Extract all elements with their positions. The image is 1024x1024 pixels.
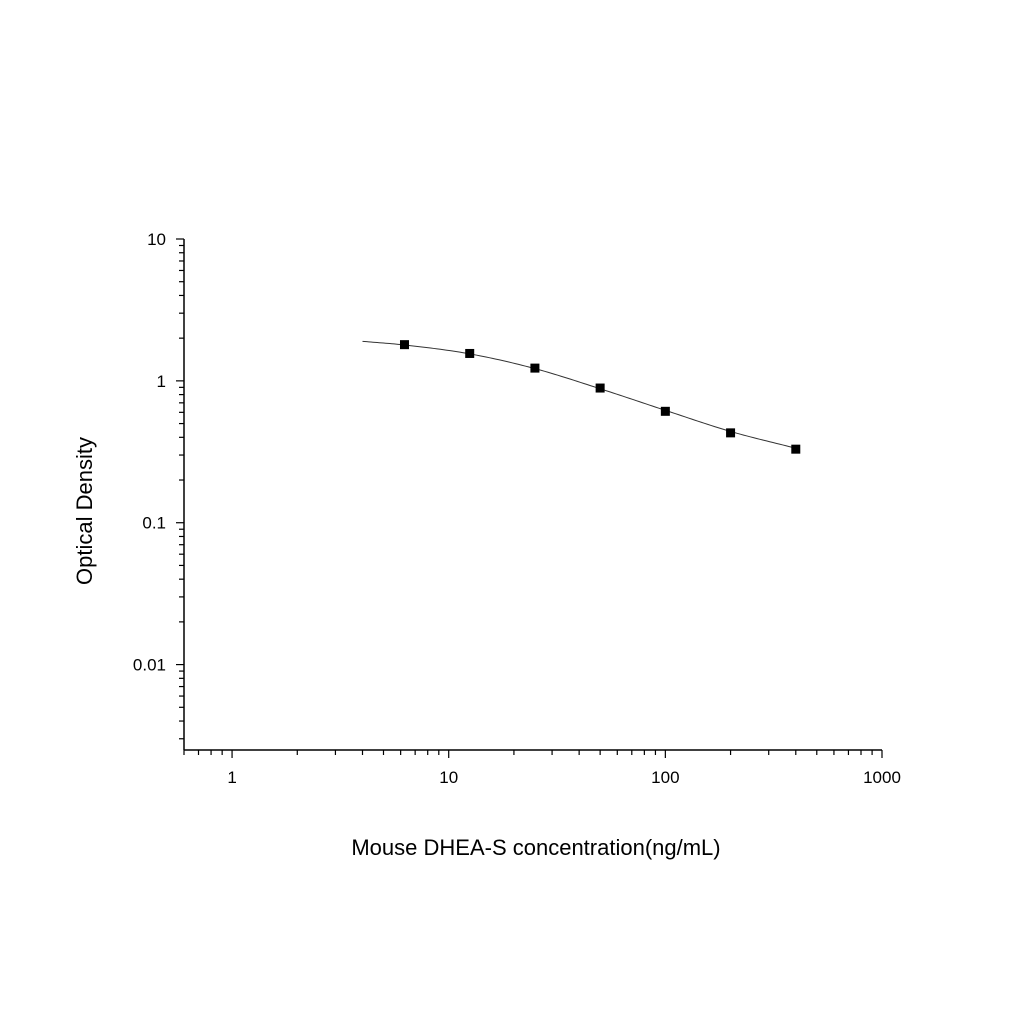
x-axis-ticks: 1 10 100 1000 <box>183 750 901 787</box>
y-axis-title: Optical Density <box>72 437 97 585</box>
fit-curve <box>362 340 796 449</box>
data-point <box>660 406 670 416</box>
x-tick-label: 100 <box>651 768 679 787</box>
y-tick-label: 1 <box>157 372 166 391</box>
data-points <box>399 340 801 454</box>
data-point <box>595 383 605 393</box>
data-point <box>399 340 409 350</box>
data-point <box>791 444 801 454</box>
x-tick-label: 1 <box>227 768 236 787</box>
data-point <box>726 428 736 438</box>
x-tick-label: 10 <box>439 768 458 787</box>
axes <box>183 239 882 751</box>
y-tick-label: 0.1 <box>142 514 166 533</box>
y-axis-ticks: 10 1 0.1 0.01 <box>133 230 184 740</box>
y-tick-label: 10 <box>147 230 166 249</box>
x-tick-label: 1000 <box>863 768 901 787</box>
y-tick-label: 0.01 <box>133 656 166 675</box>
x-axis-title: Mouse DHEA-S concentration(ng/mL) <box>351 835 720 860</box>
data-point <box>465 348 475 358</box>
data-point <box>530 363 540 373</box>
